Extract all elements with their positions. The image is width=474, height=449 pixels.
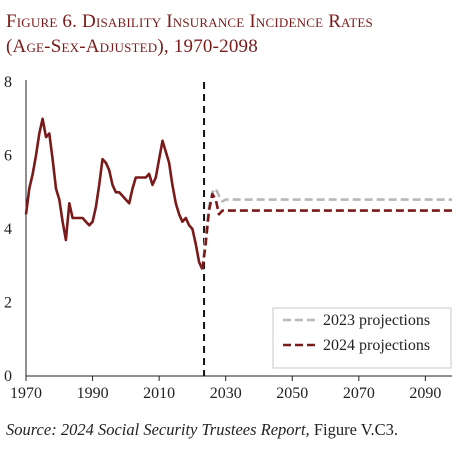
chart-title-line1: Figure 6. Disability Insurance Incidence… xyxy=(6,11,373,32)
source-figure: Figure V.C3. xyxy=(313,420,399,439)
y-tick-label: 4 xyxy=(4,221,12,238)
projection-2024-line xyxy=(201,192,452,270)
projection-2023-line xyxy=(201,187,452,270)
y-tick-label: 6 xyxy=(4,148,12,165)
historical-series-line xyxy=(24,117,204,270)
legend-2023-label: 2023 projections xyxy=(323,312,430,329)
source-report: 2024 Social Security Trustees Report, xyxy=(60,420,310,439)
x-tick-label: 2030 xyxy=(210,385,242,402)
series-layer xyxy=(24,117,452,270)
chart-title: Figure 6. Disability Insurance Incidence… xyxy=(6,9,468,59)
x-tick-label: 1990 xyxy=(77,385,109,402)
legend: 2023 projections 2024 projections xyxy=(272,307,452,369)
legend-2024-label: 2024 projections xyxy=(323,337,430,354)
chart-title-line2: (Age-Sex-Adjusted), 1970-2098 xyxy=(6,36,258,57)
x-tick-label: 2070 xyxy=(343,385,375,402)
y-tick-label: 2 xyxy=(4,295,12,312)
legend-box xyxy=(272,307,452,369)
x-tick-label: 1970 xyxy=(10,385,42,402)
x-tick-label: 2010 xyxy=(143,385,175,402)
axes: 0 2 4 6 8 1970 1990 2010 2030 2050 2070 2090 xyxy=(4,74,452,402)
source-label: Source: xyxy=(6,420,57,439)
source-note: Source: 2024 Social Security Trustees Re… xyxy=(6,420,468,440)
x-tick-label: 2050 xyxy=(276,385,308,402)
y-tick-label: 0 xyxy=(4,368,12,385)
x-tick-label: 2090 xyxy=(409,385,441,402)
y-tick-label: 8 xyxy=(4,74,12,91)
